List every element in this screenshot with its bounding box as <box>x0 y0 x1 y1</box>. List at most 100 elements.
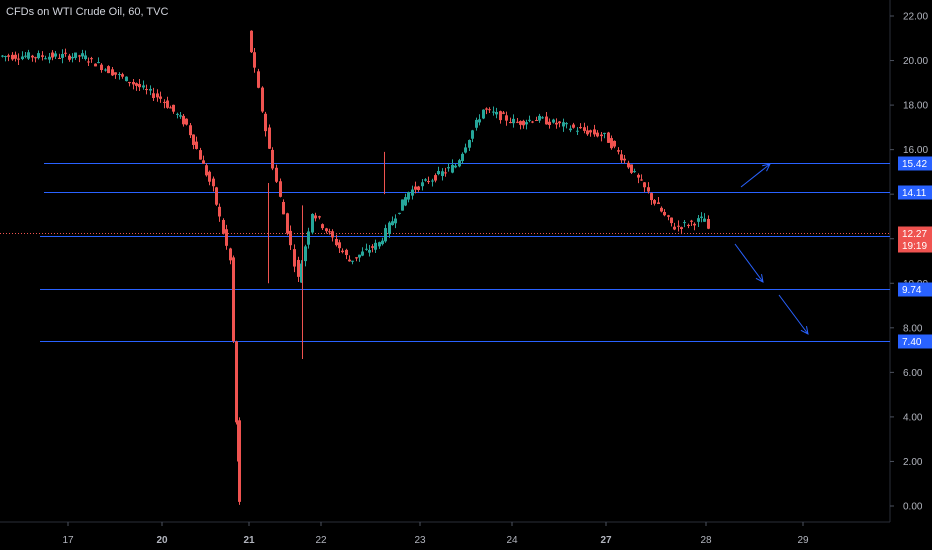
candle-body <box>307 231 310 245</box>
candle-body <box>142 85 145 88</box>
candle-body <box>519 121 522 125</box>
candle-body <box>138 84 141 88</box>
candle-body <box>318 216 321 218</box>
y-tick-label: 16.00 <box>903 145 928 156</box>
y-tick-label: 0.00 <box>903 502 923 513</box>
candle-body <box>125 76 128 82</box>
candle-body <box>97 62 100 64</box>
candle-body <box>437 170 440 175</box>
candle-body <box>172 104 175 112</box>
candle-body <box>478 119 481 123</box>
arrow-head <box>755 274 764 283</box>
candle-body <box>335 239 338 246</box>
candle-body <box>257 71 260 88</box>
candle-body <box>407 192 410 200</box>
candle-body <box>572 124 575 128</box>
candle-body <box>195 141 198 149</box>
arrow-annotation <box>740 163 771 188</box>
candle-body <box>212 178 215 187</box>
candle-body <box>640 179 643 181</box>
candle-body <box>538 115 541 121</box>
candle-body <box>451 164 454 173</box>
candle-body <box>414 186 417 190</box>
candle-body <box>461 153 464 162</box>
candle-body <box>264 113 267 132</box>
candle-body <box>152 93 155 98</box>
candle-body <box>314 215 317 219</box>
candle-body <box>17 58 20 60</box>
candle-body <box>351 260 354 262</box>
candle-body <box>331 231 334 238</box>
candle-body <box>482 109 485 119</box>
candle-body <box>593 129 596 135</box>
level-price-label: 15.42 <box>902 159 927 170</box>
candle-body <box>64 52 67 54</box>
candle-body <box>11 54 14 60</box>
candle-body <box>576 130 579 132</box>
candle-body <box>107 66 110 74</box>
candle-body <box>222 219 225 234</box>
candle-body <box>199 150 202 160</box>
candle-body <box>394 218 397 224</box>
candle-body <box>121 74 124 77</box>
candle-body <box>176 113 179 115</box>
x-tick-label: 23 <box>414 535 426 546</box>
candle-body <box>683 222 686 224</box>
candle-body <box>388 222 391 234</box>
candle-body <box>289 230 292 246</box>
candle-body <box>78 55 81 57</box>
candle-body <box>623 158 626 161</box>
candle-body <box>703 218 706 222</box>
candle-body <box>391 221 394 226</box>
candle-body <box>384 228 387 242</box>
candle-body <box>633 171 636 173</box>
candle-body <box>71 56 74 59</box>
candle-body <box>51 52 54 58</box>
current-price-label: 12.27 <box>902 229 927 240</box>
candle-body <box>499 111 502 121</box>
x-tick-label: 24 <box>506 535 518 546</box>
candle-body <box>535 119 538 121</box>
level-price-badge <box>898 185 932 200</box>
candle-body <box>548 121 551 126</box>
candle-body <box>182 115 185 125</box>
candle-body <box>235 341 238 423</box>
candle-body <box>238 420 241 502</box>
candle-body <box>225 229 228 246</box>
candle-body <box>630 164 633 173</box>
x-tick-label: 17 <box>62 535 74 546</box>
candle-body <box>680 227 683 229</box>
candle-body <box>321 224 324 229</box>
candle-body <box>589 130 592 133</box>
candle-body <box>355 257 358 259</box>
candle-body <box>61 54 64 58</box>
candle-body <box>525 122 528 125</box>
candle-body <box>516 121 519 123</box>
candle-body <box>531 121 534 123</box>
candle-body <box>156 93 159 98</box>
candle-body <box>458 160 461 167</box>
candle-body <box>663 211 666 216</box>
candle-body <box>677 225 680 227</box>
candle-body <box>37 53 40 59</box>
candle-body <box>583 127 586 131</box>
candle-body <box>111 69 114 76</box>
x-tick-label: 29 <box>797 535 809 546</box>
candle-body <box>275 167 278 182</box>
candle-body <box>87 61 90 63</box>
candle-body <box>607 132 610 143</box>
candle-body <box>610 138 613 149</box>
candle-body <box>1 55 4 57</box>
candle-body <box>286 213 289 234</box>
candle-body <box>163 101 166 103</box>
candle-body <box>488 109 491 111</box>
candle-body <box>48 56 51 60</box>
candle-body <box>185 118 188 125</box>
candle-body <box>707 218 710 229</box>
candle-body <box>368 250 371 253</box>
candle-body <box>208 171 211 182</box>
candle-body <box>215 187 218 205</box>
candle-body <box>328 231 331 233</box>
